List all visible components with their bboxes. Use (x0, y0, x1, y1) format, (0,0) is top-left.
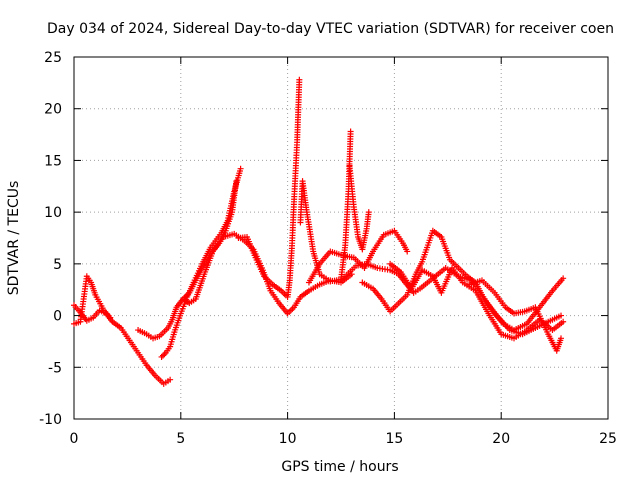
series-track-h (346, 162, 372, 253)
series-track-m (466, 277, 565, 354)
x-tick-label: 5 (176, 431, 185, 447)
data-point (558, 312, 565, 319)
series-track-l (387, 260, 567, 342)
x-axis-label: GPS time / hours (281, 459, 398, 475)
data-points (71, 76, 567, 387)
y-tick-label: 15 (44, 153, 62, 169)
data-point (161, 351, 168, 358)
data-point (560, 275, 567, 282)
data-point (558, 335, 565, 342)
data-point (167, 376, 174, 383)
series-track-e (182, 230, 355, 317)
data-point (160, 352, 166, 359)
plot-frame (73, 56, 609, 420)
y-tick-label: 25 (44, 50, 62, 66)
axes: 0 5 10 15 20 25 -10 -5 0 5 10 15 20 25 (39, 50, 617, 447)
x-tick-label: 20 (492, 431, 510, 447)
y-axis-label: SDTVAR / TECUs (6, 181, 22, 296)
y-tick-label: 5 (53, 257, 62, 273)
data-point (347, 128, 354, 135)
chart-title: Day 034 of 2024, Sidereal Day-to-day VTE… (47, 21, 614, 37)
y-tick-label: 10 (44, 205, 62, 221)
data-point (560, 318, 567, 325)
y-tick-label: -5 (48, 360, 62, 376)
series-track-c (135, 178, 240, 342)
series-track-g (297, 128, 354, 285)
series-track-f (235, 76, 303, 300)
data-point (365, 209, 372, 216)
series-track-b (71, 273, 114, 327)
series-track-d (158, 165, 244, 360)
x-tick-label: 15 (385, 431, 403, 447)
series-track-k (359, 227, 565, 338)
data-point (404, 248, 411, 255)
y-tick-label: 0 (53, 309, 62, 325)
y-tick-label: -10 (39, 412, 62, 428)
data-point (296, 76, 303, 83)
x-tick-label: 0 (70, 431, 79, 447)
series-track-i (305, 227, 411, 286)
data-point (158, 353, 165, 360)
data-point (107, 314, 114, 321)
x-tick-label: 25 (599, 431, 617, 447)
grid (74, 57, 608, 419)
data-point (237, 165, 244, 172)
series-track-a (71, 302, 174, 387)
x-tick-label: 10 (279, 431, 297, 447)
y-tick-label: 20 (44, 102, 62, 118)
